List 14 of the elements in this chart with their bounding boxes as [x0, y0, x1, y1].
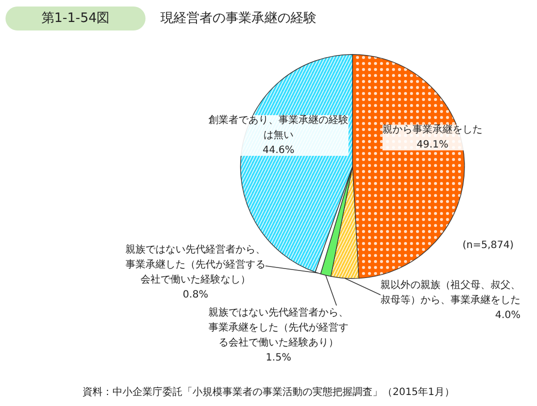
data-label: 0.8% [182, 289, 208, 300]
slice-label: 親族ではない先代経営者から、事業承継した（先代が経営する会社で働いた経験なし） [126, 244, 266, 286]
slice-label: 親族ではない先代経営者から、事業承継をした（先代が経営する会社で働いた経験あり） [208, 306, 348, 348]
data-label: 1.5% [266, 352, 292, 364]
data-label: 4.0% [495, 310, 520, 321]
slice-label: 親から事業承継をした [382, 124, 482, 136]
data-label: 49.1% [416, 139, 448, 150]
chart-subtitle: 第1-1-54図 [41, 11, 110, 26]
slice-label: 親以外の親族（祖父母、叔父、叔母等）から、事業承継をした [380, 279, 520, 306]
data-label: 44.6% [262, 144, 294, 156]
text: 資料：中小企業庁委託「小規模事業者の事業活動の実態把握調査」（2015年1月） [82, 386, 454, 398]
slice-label: 創業者であり、事業承継の経験は無い [208, 114, 348, 141]
text: (n=5,874) [462, 240, 514, 251]
chart-title: 現経営者の事業承継の経験 [160, 11, 316, 26]
